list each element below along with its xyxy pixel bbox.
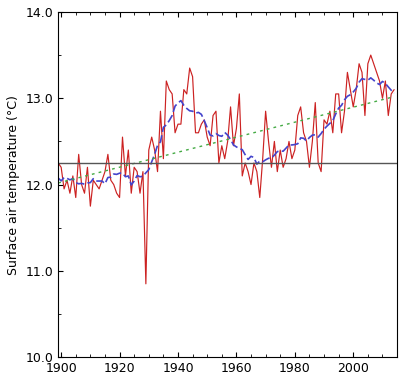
Y-axis label: Surface air temperature (°C): Surface air temperature (°C): [7, 95, 20, 275]
